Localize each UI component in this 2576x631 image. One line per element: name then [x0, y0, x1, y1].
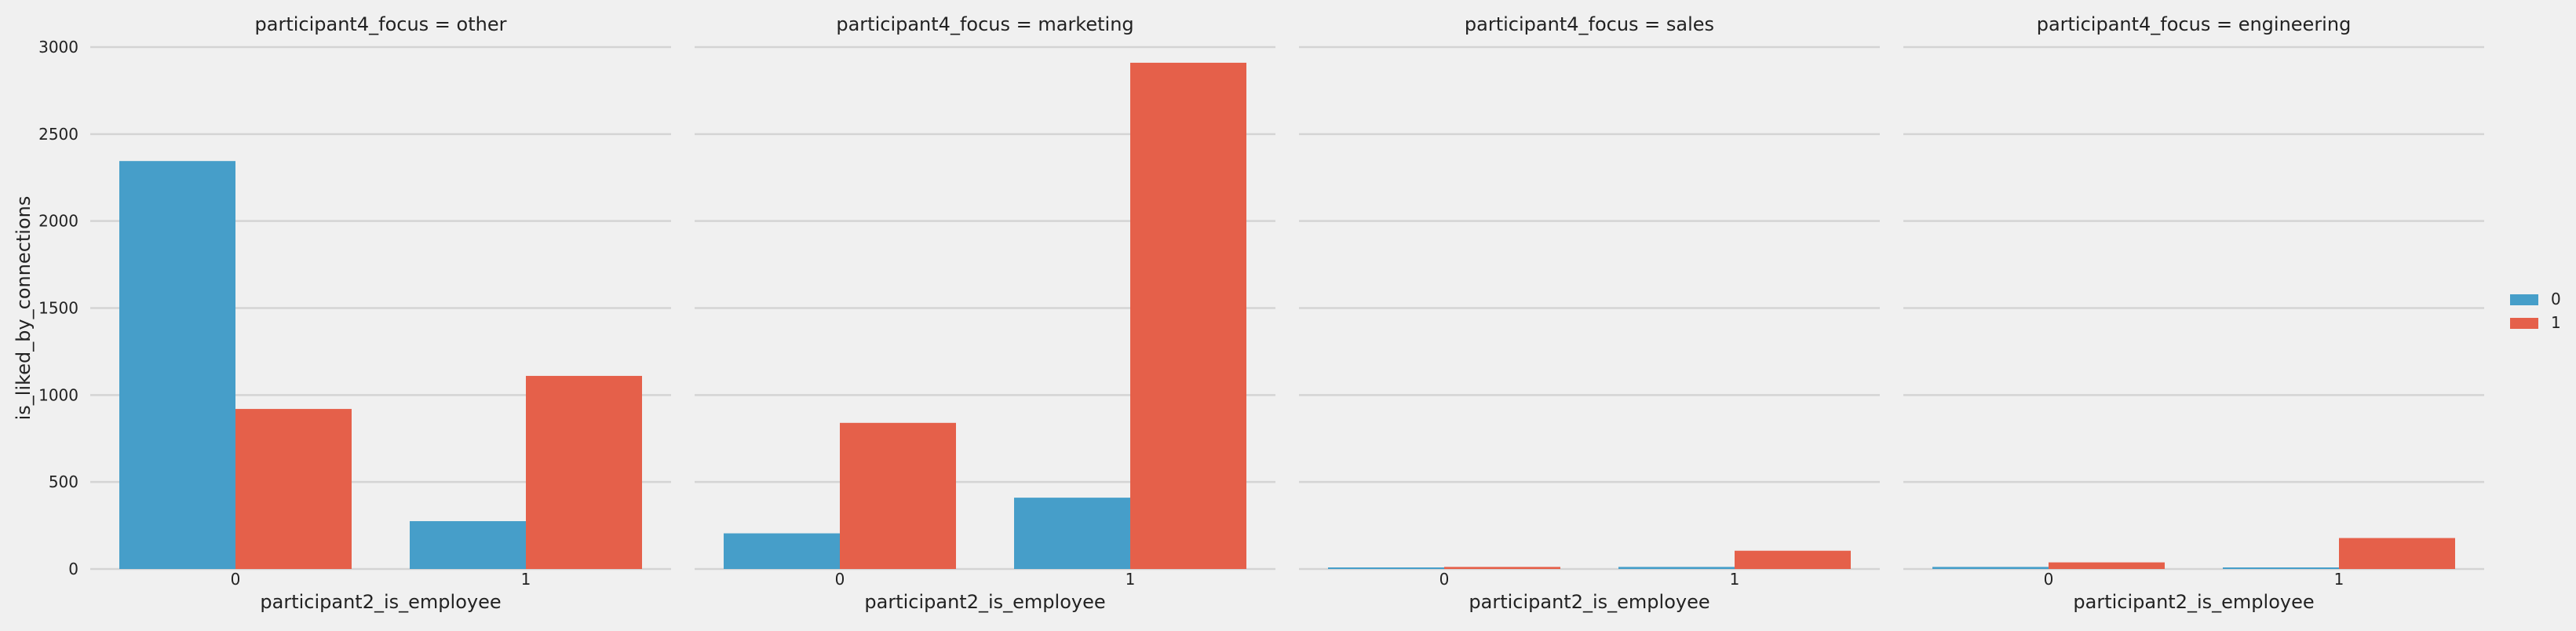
facet-title: participant4_focus = engineering: [2037, 13, 2352, 35]
bar-0-series-1: [2049, 562, 2165, 569]
y-axis-label: is_liked_by_connections: [13, 196, 35, 421]
legend-label-0: 0: [2551, 290, 2561, 308]
y-tick-label: 2000: [38, 212, 78, 231]
x-axis-label: participant2_is_employee: [1469, 591, 1709, 613]
facet-panel-2: participant4_focus = sales 0 1 participant2…: [1299, 13, 1880, 613]
bar-1-series-0: [1618, 567, 1735, 569]
legend: 01: [2510, 290, 2561, 332]
facet-panel-0: participant4_focus = other 0 1 participant2…: [90, 13, 671, 613]
bar-0-series-0: [1932, 567, 2049, 569]
bar-1-series-1: [1130, 62, 1246, 569]
legend-swatch-1: [2510, 318, 2538, 329]
x-axis-label: participant2_is_employee: [2073, 591, 2314, 613]
bar-0-series-1: [840, 422, 956, 569]
facet-title: participant4_focus = marketing: [836, 13, 1133, 35]
y-tick-label: 0: [68, 560, 78, 578]
y-tick-label: 2500: [38, 125, 78, 144]
bar-1-series-1: [526, 375, 642, 569]
facet-title: participant4_focus = sales: [1465, 13, 1714, 35]
bar-1-series-0: [2223, 567, 2339, 569]
x-tick-label: 1: [2334, 570, 2344, 589]
facet-panel-1: participant4_focus = marketing 0 1 particip…: [695, 13, 1275, 613]
x-tick-label: 1: [1730, 570, 1740, 589]
bar-0-series-1: [235, 409, 352, 569]
x-tick-label: 1: [521, 570, 531, 589]
y-tick-label: 1500: [38, 299, 78, 318]
facet-panel-3: participant4_focus = engineering 0 1 partic…: [1903, 13, 2484, 613]
legend-swatch-0: [2510, 294, 2538, 305]
y-tick-label: 500: [49, 472, 78, 491]
bar-0-series-0: [119, 161, 235, 570]
x-tick-label: 0: [2044, 570, 2054, 589]
bar-0-series-0: [1328, 567, 1444, 569]
bar-1-series-1: [2339, 538, 2455, 569]
bar-0-series-0: [724, 533, 840, 569]
x-tick-label: 0: [835, 570, 845, 589]
x-tick-label: 1: [1126, 570, 1136, 589]
bar-1-series-0: [1014, 498, 1130, 569]
bar-0-series-1: [1444, 567, 1560, 569]
y-tick-label: 1000: [38, 385, 78, 404]
legend-label-1: 1: [2551, 313, 2561, 332]
facet-title: participant4_focus = other: [255, 13, 507, 35]
bar-1-series-1: [1735, 550, 1851, 569]
x-axis-label: participant2_is_employee: [864, 591, 1105, 613]
bar-1-series-0: [410, 521, 526, 569]
x-axis-label: participant2_is_employee: [260, 591, 501, 613]
x-tick-label: 0: [231, 570, 241, 589]
y-tick-label: 3000: [38, 38, 78, 57]
x-tick-label: 0: [1439, 570, 1450, 589]
